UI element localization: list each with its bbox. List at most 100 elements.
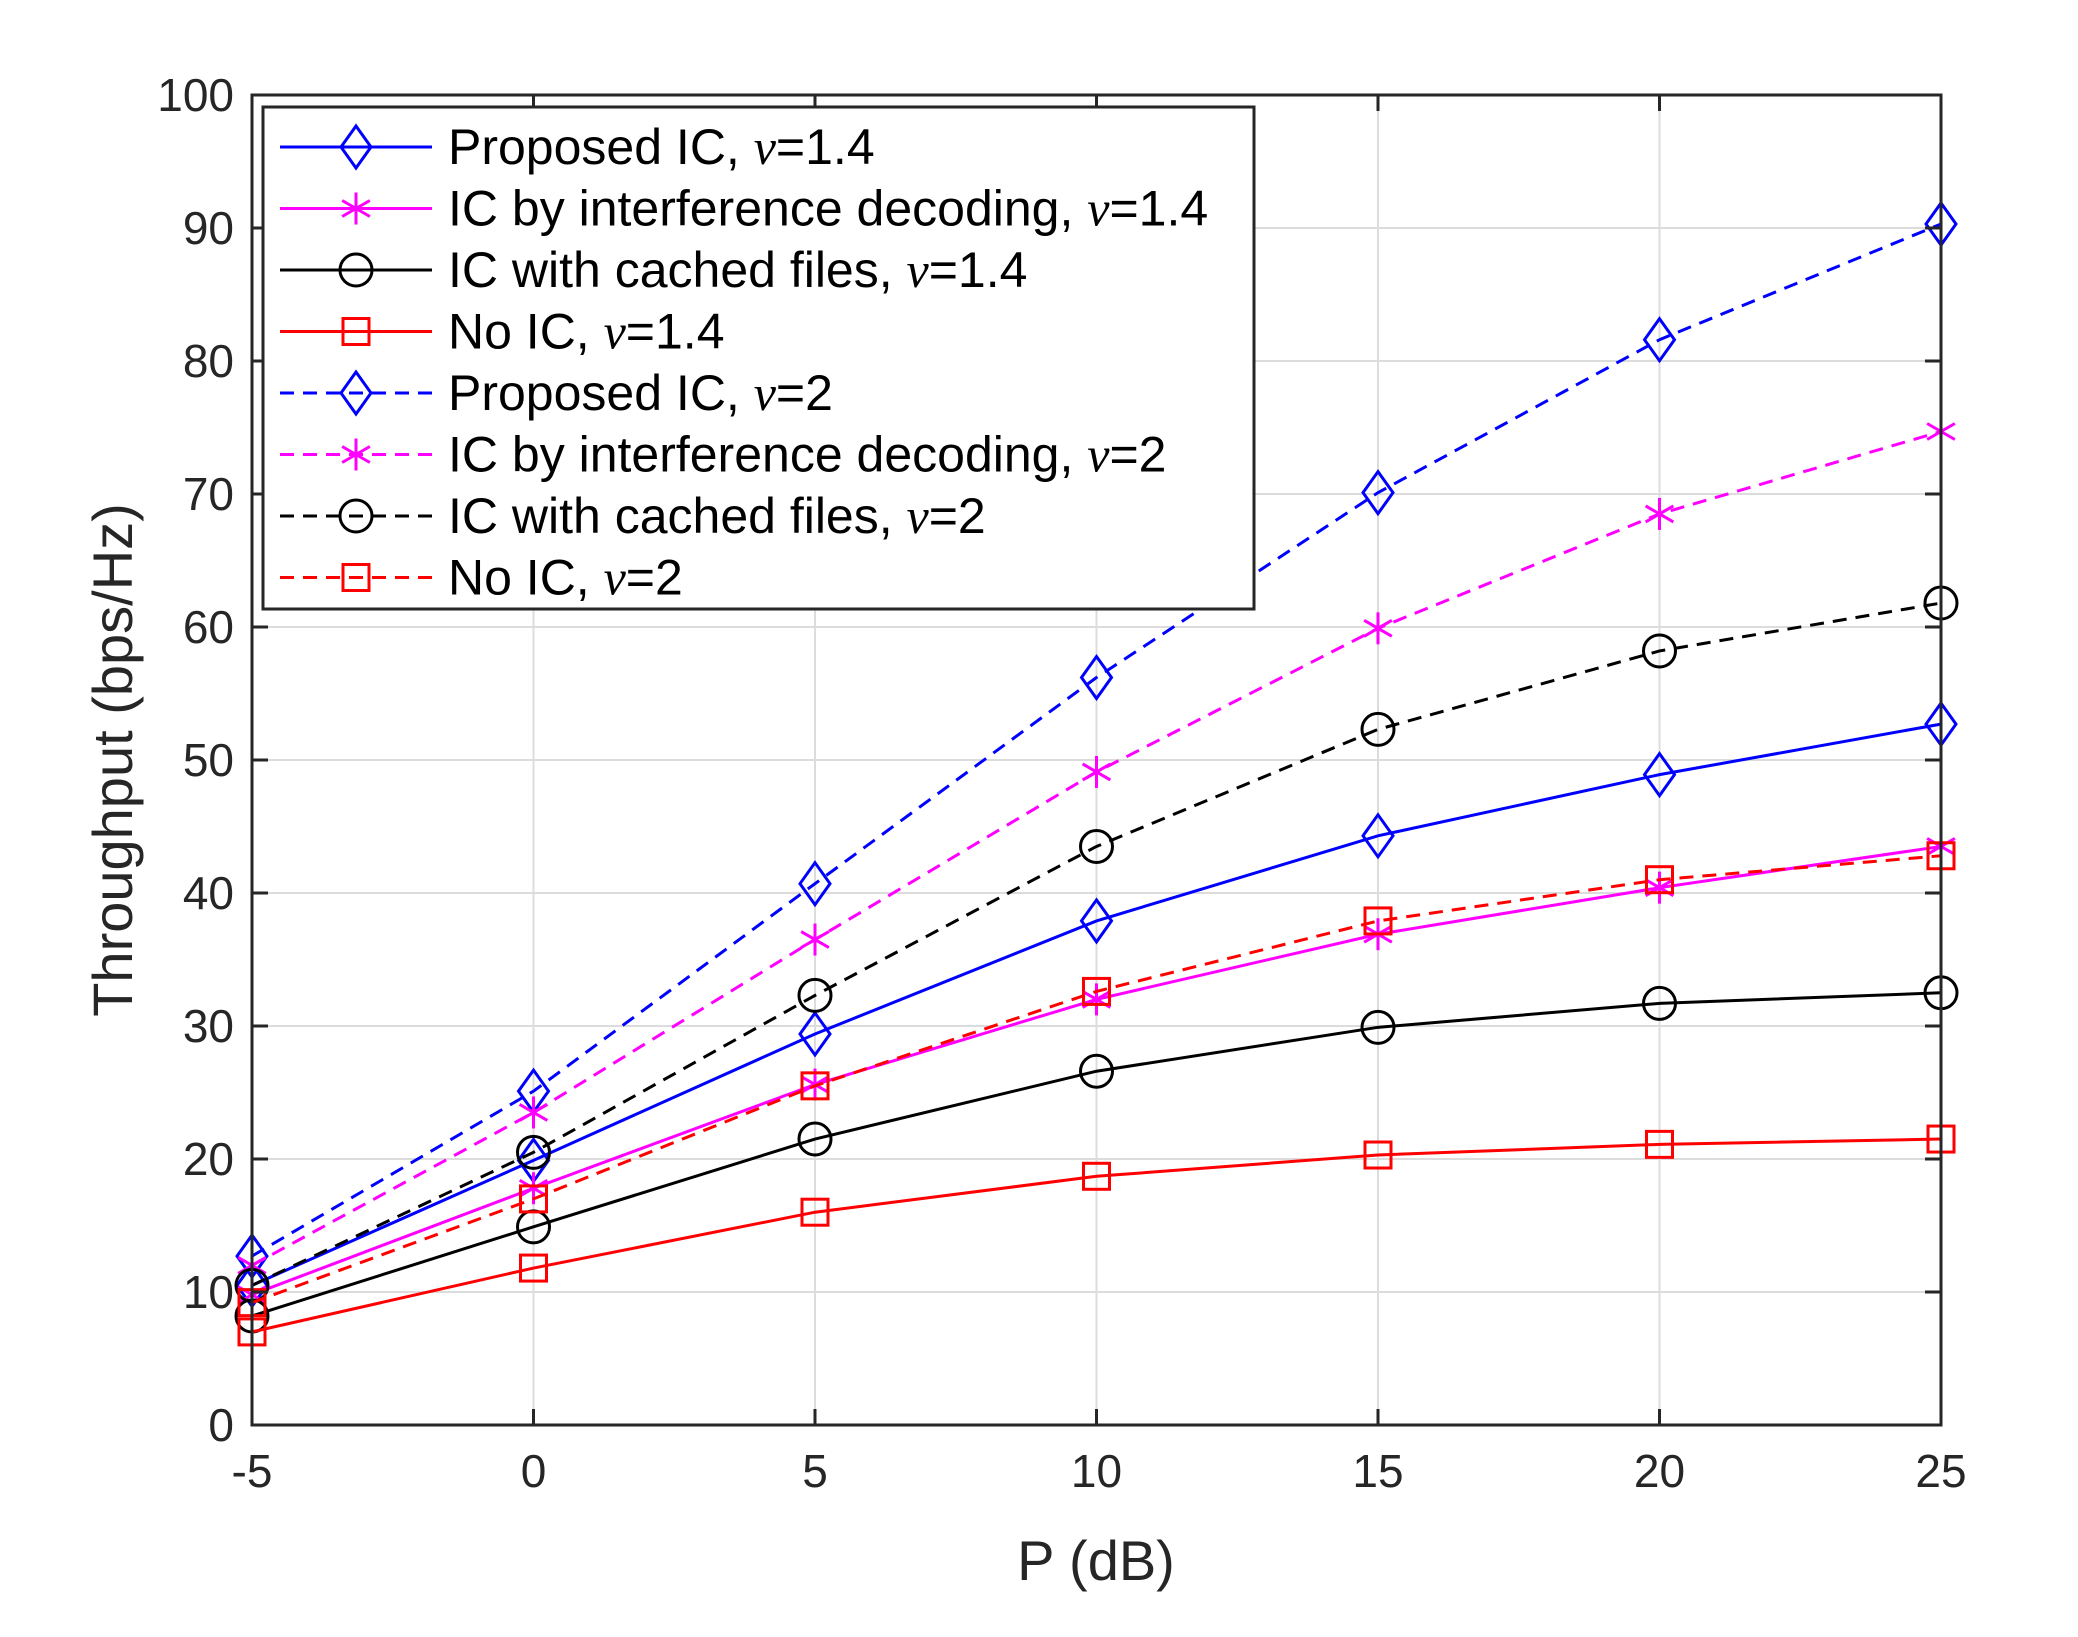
asterisk-marker (1081, 755, 1112, 788)
legend-label-main: No IC, (448, 550, 604, 606)
y-tick-label: 10 (183, 1266, 234, 1318)
circle-marker (1079, 828, 1114, 864)
y-tick-label: 90 (183, 202, 234, 254)
square-marker (1363, 1140, 1393, 1170)
legend-label-value: =1.4 (1109, 181, 1208, 237)
series-line (251, 991, 1942, 1318)
legend-label-nu: ν (1087, 427, 1110, 483)
asterisk-marker (518, 1096, 549, 1129)
series-line (251, 222, 1942, 1258)
series-no-ic-nu-2 (237, 841, 1956, 1318)
legend-item-no-ic-nu-1-4: No IC, ν=1.4 (280, 304, 725, 360)
asterisk-marker (1363, 612, 1393, 645)
square-marker (1363, 906, 1393, 936)
asterisk-marker (1644, 497, 1675, 530)
diamond-marker (1642, 751, 1677, 799)
square-marker (1645, 1129, 1674, 1159)
legend-label-main: IC by interference decoding, (448, 427, 1087, 483)
diamond-marker (1079, 653, 1114, 702)
legend-label-nu: ν (754, 365, 777, 421)
asterisk-marker (341, 192, 371, 225)
series-ic-with-cached-files-nu-2 (234, 585, 1959, 1303)
legend-label-value: =1.4 (776, 119, 875, 175)
y-tick-label: 80 (183, 335, 234, 387)
y-tick-label: 30 (183, 1000, 234, 1052)
diamond-marker (1642, 316, 1677, 364)
legend-label: IC with cached files, ν=1.4 (448, 242, 1027, 298)
asterisk-marker (800, 923, 830, 956)
legend-item-ic-with-cached-files-nu-1-4: IC with cached files, ν=1.4 (280, 242, 1027, 298)
legend-label-value: =2 (1109, 427, 1166, 483)
legend-item-ic-by-interference-decoding-nu-2: IC by interference decoding, ν=2 (280, 427, 1166, 483)
x-tick-label: 25 (1915, 1445, 1966, 1497)
legend-label-nu: ν (907, 242, 930, 298)
square-marker (519, 1184, 548, 1214)
series-line (251, 1137, 1942, 1334)
y-tick-label: 70 (183, 468, 234, 520)
y-tick-label: 50 (183, 734, 234, 786)
y-tick-label: 100 (157, 69, 234, 121)
legend-label: Proposed IC, ν=1.4 (448, 119, 875, 175)
diamond-marker (798, 860, 832, 908)
legend-label: IC with cached files, ν=2 (448, 488, 986, 544)
square-marker (519, 1253, 548, 1283)
circle-marker (797, 977, 833, 1013)
square-marker (1082, 1161, 1111, 1191)
legend-box (261, 105, 1256, 611)
legend-label-nu: ν (1087, 181, 1110, 237)
legend-label-value: =2 (776, 365, 833, 421)
legend-label-main: No IC, (448, 304, 604, 360)
x-tick-label: 5 (802, 1445, 828, 1497)
diamond-marker (339, 369, 373, 417)
square-marker (1082, 976, 1111, 1006)
square-marker (341, 317, 371, 346)
x-axis-label: P (dB) (1017, 1529, 1175, 1592)
circle-marker (797, 1121, 833, 1157)
legend-label: No IC, ν=2 (448, 550, 683, 606)
diamond-marker (339, 123, 373, 171)
diamond-marker (1361, 469, 1395, 517)
square-marker (800, 1197, 830, 1227)
series-line (251, 601, 1942, 1287)
diamond-marker (1079, 897, 1114, 945)
legend-label: IC by interference decoding, ν=1.4 (448, 181, 1208, 237)
circle-marker (338, 498, 374, 534)
legend-label-nu: ν (604, 304, 627, 360)
series-line (251, 722, 1942, 1287)
legend-item-proposed-ic-nu-2: Proposed IC, ν=2 (280, 365, 833, 421)
diamond-marker (1361, 812, 1395, 860)
legend-label-main: IC with cached files, (448, 488, 907, 544)
y-axis-label: Throughput (bps/Hz) (81, 503, 144, 1017)
legend-label: IC by interference decoding, ν=2 (448, 427, 1166, 483)
legend-label-value: =1.4 (929, 242, 1028, 298)
legend-item-ic-with-cached-files-nu-2: IC with cached files, ν=2 (280, 488, 986, 544)
y-tick-label: 0 (208, 1399, 234, 1451)
circle-marker (338, 252, 374, 288)
legend-label-value: =2 (929, 488, 986, 544)
y-tick-label: 40 (183, 867, 234, 919)
circle-marker (1642, 985, 1677, 1021)
y-tick-label: 20 (183, 1133, 234, 1185)
legend-item-no-ic-nu-2: No IC, ν=2 (280, 550, 683, 606)
x-tick-label: -5 (232, 1445, 273, 1497)
square-marker (341, 563, 371, 592)
legend-label-nu: ν (754, 119, 777, 175)
legend-label-value: =2 (626, 550, 683, 606)
square-marker (800, 1071, 830, 1101)
legend-label-nu: ν (907, 488, 930, 544)
series-line (251, 854, 1942, 1305)
x-tick-label: 10 (1071, 1445, 1122, 1497)
legend-item-proposed-ic-nu-1-4: Proposed IC, ν=1.4 (280, 119, 875, 175)
circle-marker (1079, 1053, 1114, 1089)
legend-label-main: IC by interference decoding, (448, 181, 1087, 237)
x-tick-label: 20 (1634, 1445, 1685, 1497)
circle-marker (1360, 711, 1396, 747)
legend-label-value: =1.4 (626, 304, 725, 360)
legend-label: No IC, ν=1.4 (448, 304, 725, 360)
circle-marker (516, 1134, 551, 1170)
circle-marker (1360, 1009, 1396, 1045)
x-tick-label: 15 (1352, 1445, 1403, 1497)
square-marker (1645, 865, 1674, 895)
